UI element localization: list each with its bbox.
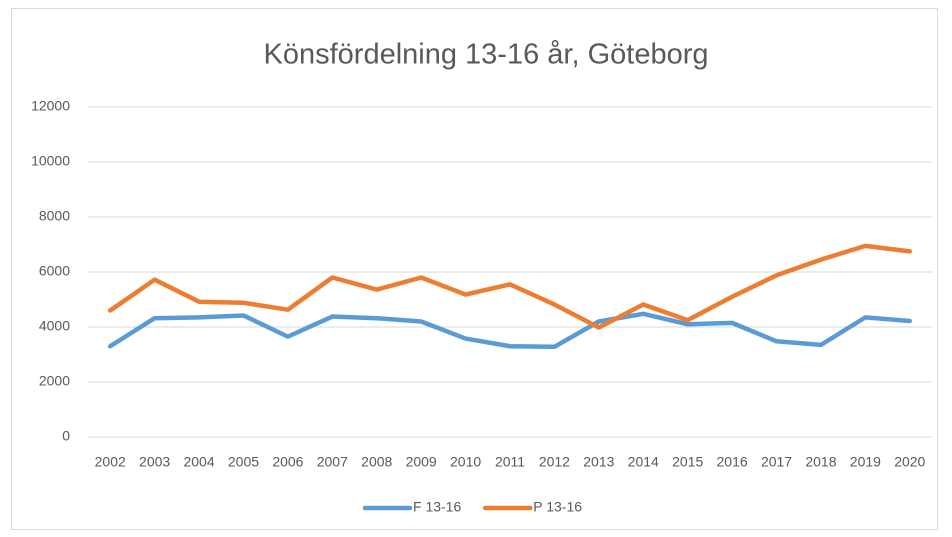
chart-title: Könsfördelning 13-16 år, Göteborg	[264, 39, 709, 71]
chart-border	[11, 8, 938, 530]
x-tick-label: 2019	[850, 454, 881, 470]
y-tick-label: 12000	[31, 98, 70, 114]
x-tick-label: 2006	[272, 454, 303, 470]
x-tick-label: 2010	[450, 454, 481, 470]
x-tick-label: 2003	[139, 454, 170, 470]
x-tick-label: 2008	[361, 454, 392, 470]
x-tick-label: 2020	[894, 454, 925, 470]
x-tick-label: 2002	[95, 454, 126, 470]
x-tick-label: 2004	[183, 454, 214, 470]
legend-label: P 13-16	[533, 499, 582, 515]
legend-label: F 13-16	[413, 499, 461, 515]
x-tick-label: 2007	[317, 454, 348, 470]
x-tick-label: 2014	[628, 454, 659, 470]
x-tick-label: 2015	[672, 454, 703, 470]
x-tick-label: 2009	[406, 454, 437, 470]
x-tick-label: 2016	[717, 454, 748, 470]
x-tick-label: 2013	[583, 454, 614, 470]
x-tick-label: 2012	[539, 454, 570, 470]
line-series	[107, 311, 913, 350]
y-tick-label: 6000	[39, 263, 70, 279]
x-tick-label: 2018	[805, 454, 836, 470]
y-tick-label: 2000	[39, 373, 70, 389]
y-tick-label: 4000	[39, 318, 70, 334]
y-tick-label: 8000	[39, 208, 70, 224]
y-tick-label: 0	[62, 428, 70, 444]
x-tick-label: 2005	[228, 454, 259, 470]
x-tick-label: 2011	[495, 454, 525, 470]
y-tick-label: 10000	[31, 153, 70, 169]
x-tick-label: 2017	[761, 454, 792, 470]
line-series	[107, 243, 913, 330]
